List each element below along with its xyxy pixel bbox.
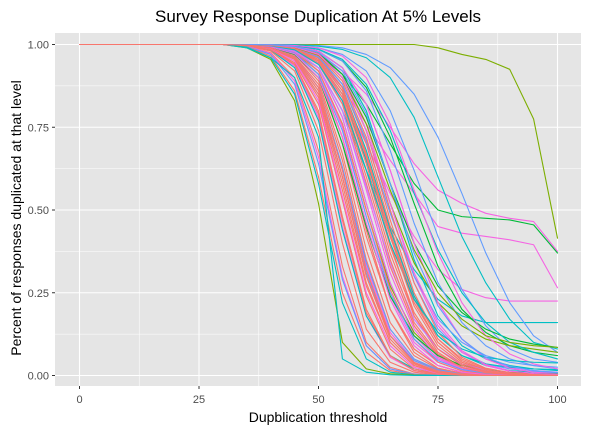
- series-line: [78, 43, 559, 377]
- x-tick-label: 75: [432, 394, 444, 406]
- x-tick-label: 25: [193, 394, 205, 406]
- x-tick-label: 100: [548, 394, 566, 406]
- y-tick-label: 0.75: [28, 122, 49, 134]
- y-tick-label: 1.00: [28, 40, 49, 52]
- chart-title: Survey Response Duplication At 5% Levels: [155, 7, 481, 26]
- y-axis-title: Percent of responses duplicated at that …: [8, 80, 24, 356]
- y-axis: 0.00 0.25 0.50 0.75 1.00: [28, 40, 55, 383]
- x-axis-title: Dupblication threshold: [249, 409, 388, 425]
- y-tick-label: 0.50: [28, 205, 49, 217]
- series-layer: [78, 43, 559, 377]
- x-axis: 0 25 50 75 100: [76, 386, 567, 406]
- x-tick-label: 0: [76, 394, 82, 406]
- y-tick-label: 0.00: [28, 371, 49, 383]
- y-tick-label: 0.25: [28, 288, 49, 300]
- x-tick-label: 50: [312, 394, 324, 406]
